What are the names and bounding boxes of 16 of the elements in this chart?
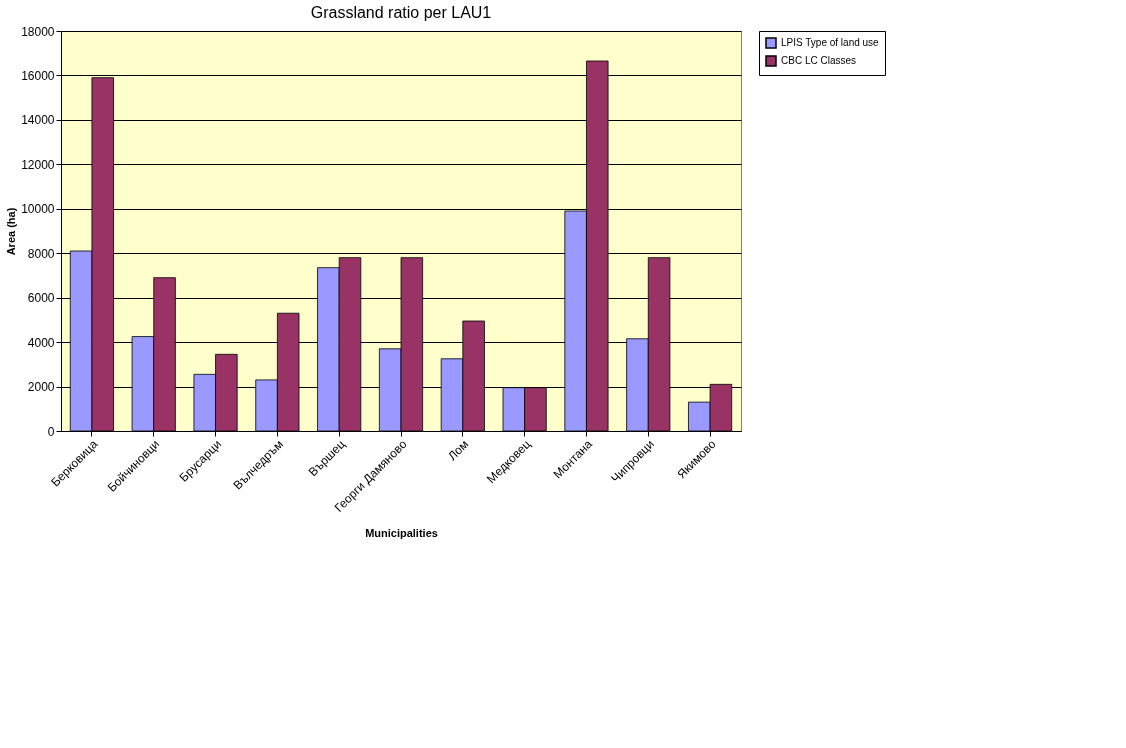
y-tick-label: 2000 bbox=[27, 380, 55, 395]
legend-label: CBC LC Classes bbox=[781, 55, 857, 66]
y-tick-label: 10000 bbox=[21, 202, 55, 217]
chart-title: Grassland ratio per LAU1 bbox=[310, 4, 492, 21]
legend-label: LPIS Type of land use bbox=[781, 37, 880, 48]
y-tick-label: 0 bbox=[47, 424, 55, 439]
y-tick-label: 14000 bbox=[21, 113, 55, 128]
y-axis-title: Area (ha) bbox=[5, 207, 18, 256]
y-tick-label: 18000 bbox=[21, 24, 55, 39]
y-tick-label: 16000 bbox=[21, 68, 55, 83]
y-tick-label: 12000 bbox=[21, 157, 55, 172]
y-tick-label: 4000 bbox=[27, 335, 55, 350]
y-tick-label: 6000 bbox=[27, 291, 55, 306]
x-axis-title: Municipalities bbox=[365, 527, 438, 540]
x-tick-label: Лом bbox=[445, 437, 472, 464]
y-tick-label: 8000 bbox=[27, 246, 55, 261]
